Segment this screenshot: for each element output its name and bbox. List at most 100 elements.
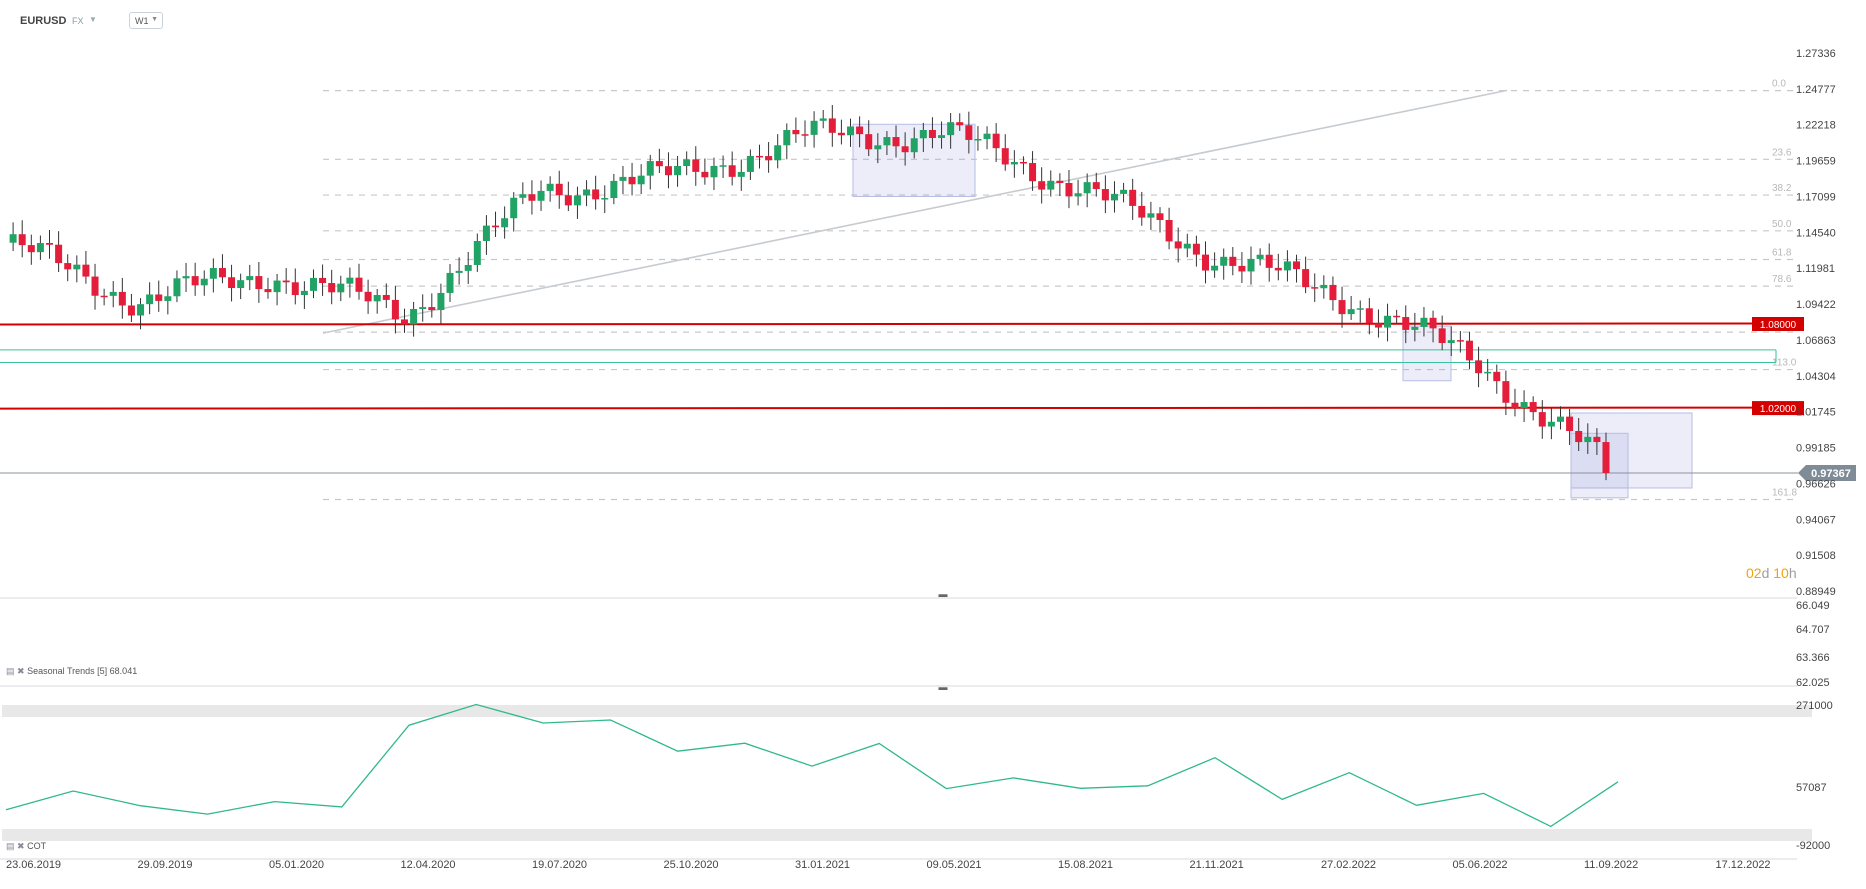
candle-body [883,137,891,146]
candle-body [482,225,490,242]
candle-body [501,218,509,228]
candle-body [191,276,199,286]
price-tick-label: 0.91508 [1796,550,1836,562]
candle-body [783,130,791,146]
chevron-down-icon: ▼ [151,16,158,23]
candle-body [209,268,217,279]
candle-body [137,304,145,316]
candle-body [1475,360,1483,374]
date-tick-label: 15.08.2021 [1058,859,1113,871]
seasonal-panel-label: ▤ ✖ Seasonal Trends [5] 68.041 [6,666,137,677]
candle-body [692,159,700,172]
settings-icon[interactable]: ▤ [6,841,15,851]
cot-axis-label: -92000 [1796,840,1830,852]
candle-body [200,278,208,286]
close-icon[interactable]: ✖ [17,666,25,676]
chart-toolbar: EURUSD FX ▼ W1 ▼ [0,0,1866,40]
symbol-name[interactable]: EURUSD [20,15,67,27]
candle-body [1566,416,1574,431]
candle-body [1456,340,1464,342]
date-tick-label: 23.06.2019 [6,859,61,871]
date-tick-label: 19.07.2020 [532,859,587,871]
candle-body [127,305,135,316]
seasonal-title: Seasonal Trends [5] [27,666,108,676]
horizontal-level-line [0,322,1767,326]
candle-body [1047,180,1055,190]
price-tick-label: 1.27336 [1796,48,1836,60]
candle-body [1347,309,1355,315]
candle-body [1256,254,1264,259]
price-tick-label: 1.04304 [1796,371,1836,383]
candle-body [1138,205,1146,218]
price-tick-label: 1.22218 [1796,120,1836,132]
candle-body [619,176,627,181]
candle-body [100,295,108,298]
candle-body [573,195,581,206]
candle-body [646,161,654,176]
candle-body [910,138,918,153]
candle-body [36,242,44,253]
fib-level-label: 78.6 [1772,274,1792,285]
candle-body [555,183,563,196]
candle-body [1174,241,1182,249]
candle-body [801,134,809,136]
candle-body [1529,402,1537,413]
candle-body [118,291,126,306]
current-price-tag [1798,465,1856,482]
candle-body [1211,265,1219,271]
rectangle-drawing [1570,432,1629,499]
candle-body [737,171,745,177]
candle-body [901,146,909,153]
candle-body [683,159,691,166]
candle-body [755,155,763,158]
candle-body [164,296,172,301]
candle-body [492,225,500,228]
date-tick-label: 09.05.2021 [927,859,982,871]
candle-body [1393,315,1401,318]
candle-body [1420,317,1428,327]
candle-body [1129,189,1137,206]
price-tick-label: 1.06863 [1796,335,1836,347]
price-tick-label: 1.01745 [1796,407,1836,419]
candle-body [874,145,882,150]
date-tick-label: 27.02.2022 [1321,859,1376,871]
candle-body [1165,219,1173,242]
candle-body [1229,256,1237,266]
timeframe-value: W1 [135,16,149,26]
level-tag-label: 1.08000 [1760,320,1797,331]
date-axis: 23.06.2019 29.09.2019 05.01.2020 12.04.2020… [6,859,1771,871]
chevron-down-icon[interactable]: ▼ [89,15,97,24]
candle-body [983,133,991,140]
candle-body [546,183,554,191]
candle-body [428,307,436,311]
candle-body [1274,267,1282,271]
candle-body [464,264,472,271]
candle-body [974,139,982,141]
candle-body [1602,442,1610,474]
candle-body [892,137,900,147]
settings-icon[interactable]: ▤ [6,666,15,676]
close-icon[interactable]: ✖ [17,841,25,851]
candle-body [1538,412,1546,427]
candle-body [728,165,736,177]
bar-countdown: 02d 10h [1746,565,1797,581]
candle-body [837,132,845,136]
fib-level-label: 38.2 [1772,183,1792,194]
date-tick-label: 25.10.2020 [664,859,719,871]
date-tick-label: 12.04.2020 [401,859,456,871]
candle-body [1183,243,1191,249]
candle-body [1110,193,1118,201]
candle-body [655,161,663,167]
candle-body [1029,163,1037,182]
candle-body [1010,161,1018,165]
candle-body [1547,421,1555,427]
candle-body [701,171,709,178]
candle-body [592,189,600,200]
candle-body [1120,189,1128,194]
candle-body [82,264,90,277]
candle-body [928,129,936,138]
candle-body [1083,182,1091,194]
timeframe-select[interactable]: W1 ▼ [129,12,163,29]
candle-body [382,294,390,300]
